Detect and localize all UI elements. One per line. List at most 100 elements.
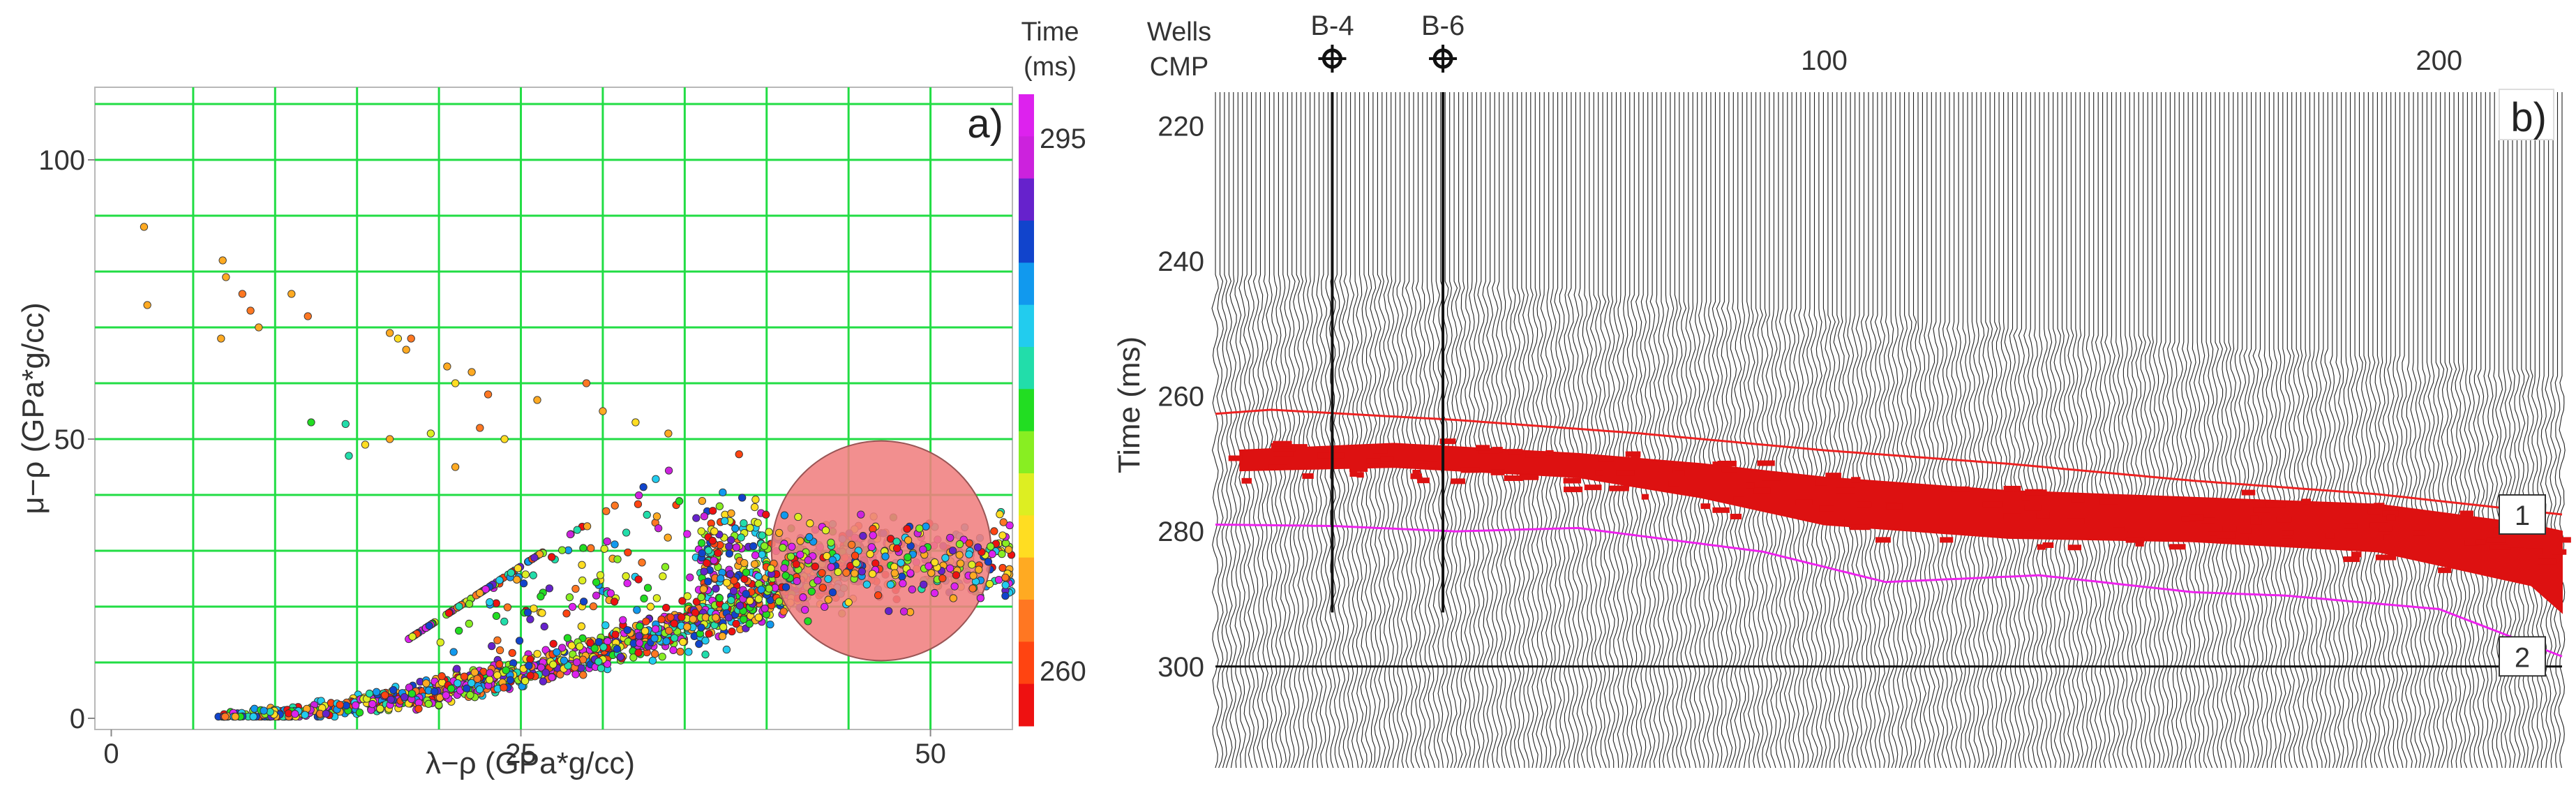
seismic-trace [1882, 92, 1891, 769]
seismic-trace [2067, 92, 2075, 769]
seismic-trace [2009, 92, 2016, 769]
seismic-trace [1301, 92, 1310, 769]
horizon-labels: 12 [2499, 494, 2546, 677]
scatter-point [634, 649, 643, 657]
scatter-point [767, 564, 775, 573]
seismic-trace [2207, 92, 2215, 769]
anomaly-fragment [1519, 474, 1539, 480]
anomaly-fragment [1451, 478, 1466, 484]
scatter-point [526, 655, 534, 664]
scatter-point [727, 596, 735, 605]
anomaly-fragment [2099, 498, 2118, 505]
scatter-point [745, 620, 754, 628]
scatter-point [780, 564, 788, 572]
anomaly-fragment [1700, 503, 1711, 510]
scatter-point [751, 496, 760, 504]
scatter-point [722, 645, 731, 654]
seismic-trace [1774, 92, 1782, 769]
seismic-trace [2130, 92, 2138, 769]
seismic-trace [2103, 92, 2111, 769]
scatter-point [726, 570, 735, 579]
scatter-point [643, 510, 651, 519]
scatter-point [899, 579, 907, 588]
seismic-trace [2081, 92, 2089, 769]
anomaly-fragment [1595, 470, 1603, 476]
scatter-point [437, 672, 446, 681]
anomaly-fragment [1476, 445, 1490, 451]
scatter-point [984, 558, 993, 566]
seismic-trace [2261, 92, 2269, 769]
scatter-point [874, 591, 883, 600]
scatter-point [622, 572, 630, 581]
seismic-trace [1811, 92, 1818, 769]
scatter-point [715, 594, 724, 602]
seismic-trace [1266, 92, 1273, 769]
scatter-point [586, 639, 594, 647]
anomaly-fragment [2003, 513, 2021, 519]
anomaly-fragment [2217, 533, 2236, 539]
seismic-trace [2310, 92, 2319, 769]
seismic-trace [2436, 92, 2445, 769]
seismic-trace [1459, 92, 1467, 769]
seismic-trace [1297, 92, 1305, 769]
seismic-trace [2396, 92, 2404, 769]
panel-label-b-box [2499, 89, 2554, 140]
anomaly-fragment [2253, 507, 2270, 513]
anomaly-fragment [1753, 487, 1771, 494]
scatter-point [301, 711, 309, 719]
anomaly-fragment [2233, 536, 2249, 542]
seismic-trace [1409, 92, 1418, 769]
scatter-point [530, 605, 538, 613]
scatter-point [218, 256, 227, 265]
seismic-trace [2464, 92, 2471, 769]
scatter-point [749, 542, 758, 551]
seismic-trace [1311, 92, 1319, 769]
anomaly-fragment [1478, 447, 1499, 454]
seismic-trace [1838, 92, 1845, 769]
seismic-trace [2446, 92, 2453, 769]
seismic-trace [2427, 92, 2436, 769]
scatter-point [689, 615, 697, 623]
seismic-trace [1747, 92, 1755, 769]
seismic-trace [1635, 92, 1642, 769]
seismic-trace [2085, 92, 2093, 769]
scatter-point [793, 577, 801, 586]
scatter-point [486, 669, 494, 677]
anomaly-fragment [1617, 485, 1629, 491]
scatter-point [466, 690, 474, 699]
scatter-point [754, 595, 763, 603]
scatter-point [601, 621, 610, 630]
seismic-trace [2374, 92, 2381, 769]
red-anomaly-body [1239, 443, 2563, 614]
horizon-line [1215, 524, 2563, 658]
seismic-trace [1423, 92, 1431, 769]
seismic-trace [1540, 92, 1548, 769]
seismic-trace [1360, 92, 1368, 769]
scatter-point [451, 379, 460, 387]
seismic-trace [2099, 92, 2106, 769]
seismic-trace [2027, 92, 2035, 769]
scatter-point [754, 519, 762, 527]
scatter-point [828, 556, 837, 564]
seismic-trace [1820, 92, 1827, 769]
scatter-point [740, 615, 748, 623]
scatter-point [533, 396, 541, 404]
scatter-point [792, 560, 800, 568]
scatter-point [451, 463, 460, 471]
anomaly-fragment [1825, 519, 1845, 525]
colorbar-segment [1019, 178, 1034, 221]
scatter-point [718, 632, 727, 641]
seismic-trace [2144, 92, 2152, 769]
seismic-trace [1680, 92, 1688, 769]
anomaly-fragment [1598, 456, 1614, 462]
seismic-trace [1802, 92, 1809, 769]
anomaly-fragment [2282, 538, 2293, 544]
scatter-point [523, 608, 532, 617]
seismic-trace [1914, 92, 1922, 769]
scatter-point [486, 676, 494, 684]
scatter-point [740, 519, 748, 528]
seismic-traces [1211, 92, 2566, 769]
anomaly-fragment [1417, 464, 1428, 470]
scatter-point [697, 527, 705, 535]
scatter-point [742, 568, 751, 577]
